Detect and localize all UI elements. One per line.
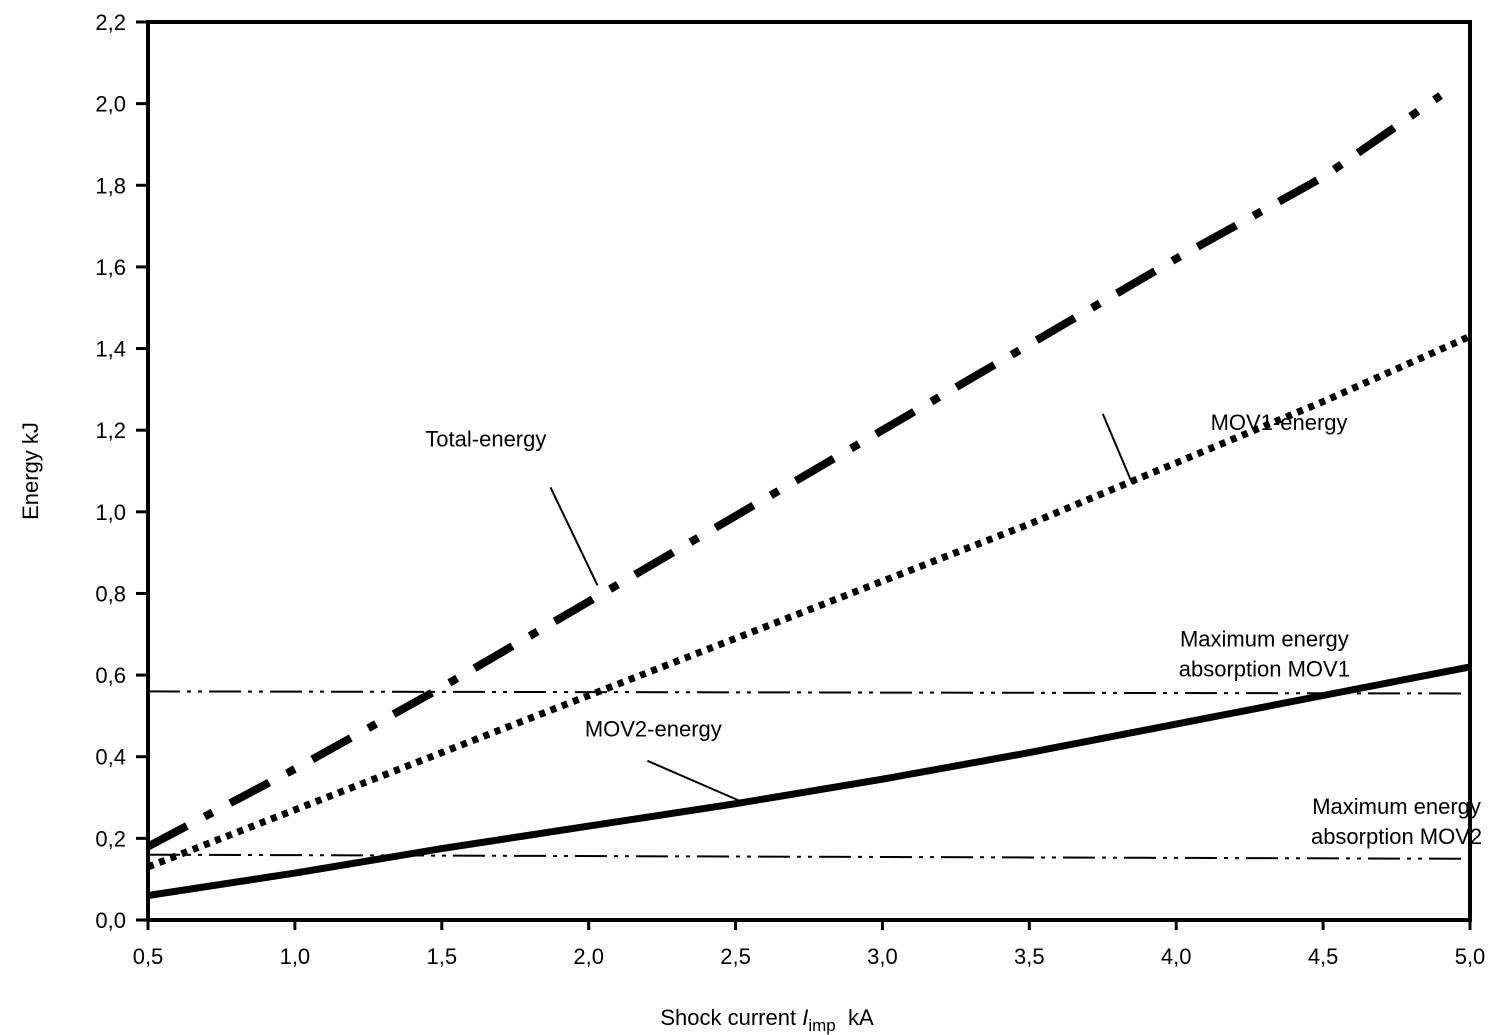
x-axis-label-prefix: Shock current [660,1005,802,1030]
annotation-max1-text: Maximum energy [1180,627,1349,652]
series-max1-line [147,690,1471,695]
series-mov1-line [146,333,1472,871]
x-tick-label: 2,0 [573,944,604,969]
x-tick-label: 3,0 [867,944,898,969]
annotation-max2-text: Maximum energy [1312,794,1481,819]
x-axis-label-subscript: imp [808,1016,835,1035]
x-tick-label: 1,0 [280,944,311,969]
y-tick-label: 2,2 [95,10,126,35]
y-tick-label: 1,4 [95,337,126,362]
annotation-mov1-text: MOV1-energy [1211,410,1348,435]
y-tick-label: 0,0 [95,908,126,933]
x-axis-label-unit: kA [836,1005,874,1030]
series-mov2-line [147,663,1471,899]
annotation-mov2-text: MOV2-energy [585,716,722,741]
plot-frame [146,20,1472,922]
annotation-max1-text: absorption MOV1 [1179,657,1350,682]
x-tick-label: 0,5 [133,944,164,969]
series-group [146,92,1472,899]
axis-ticks: 0,5 1,0 1,5 2,0 2,5 3,0 3,5 4,0 4,5 5,0 0,0 0,2 0,4 0… [95,10,1485,969]
x-axis-label-symbol: I [802,1005,808,1030]
y-tick-label: 0,4 [95,745,126,770]
annotation-total-text: Total-energy [425,427,546,452]
x-tick-label: 5,0 [1455,944,1486,969]
x-tick-label: 3,5 [1014,944,1045,969]
x-tick-label: 4,0 [1161,944,1192,969]
y-tick-label: 1,0 [95,500,126,525]
annotations-group: Total-energy MOV1-energy Maximum energy abs… [425,410,1482,849]
y-tick-label: 1,6 [95,255,126,280]
y-axis-label: Energy kJ [18,422,43,520]
x-tick-label: 2,5 [720,944,751,969]
series-total-line [146,92,1443,851]
annotation-mov1-leader [1101,413,1134,484]
y-tick-label: 0,2 [95,826,126,851]
annotation-mov2-leader [647,759,742,803]
y-tick-label: 1,2 [95,418,126,443]
x-axis-label: Shock current Iimp kA [660,1005,874,1035]
series-max2-line [147,853,1471,860]
y-tick-label: 2,0 [95,92,126,117]
y-tick-label: 0,6 [95,663,126,688]
y-tick-label: 1,8 [95,173,126,198]
annotation-max2-text: absorption MOV2 [1311,824,1482,849]
x-tick-label: 4,5 [1308,944,1339,969]
annotation-total-leader [549,486,599,586]
x-tick-label: 1,5 [426,944,457,969]
y-tick-label: 0,8 [95,581,126,606]
